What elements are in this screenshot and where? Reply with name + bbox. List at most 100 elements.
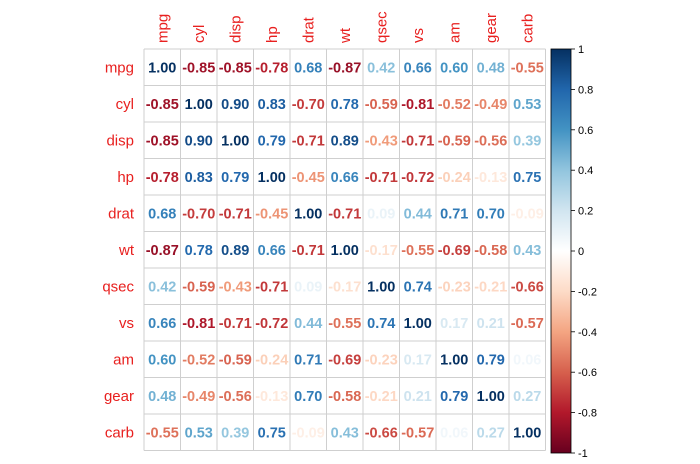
cell-disp-carb: 0.39 xyxy=(513,133,541,149)
column-label-qsec: qsec xyxy=(373,11,390,43)
column-label-wt: wt xyxy=(337,27,354,44)
cell-gear-wt: -0.58 xyxy=(328,389,361,405)
cell-hp-hp: 1.00 xyxy=(258,170,286,186)
cell-cyl-vs: -0.81 xyxy=(401,97,434,113)
cell-hp-carb: 0.75 xyxy=(513,170,541,186)
cell-mpg-am: 0.60 xyxy=(440,60,468,76)
cell-qsec-mpg: 0.42 xyxy=(148,279,176,295)
cell-hp-vs: -0.72 xyxy=(401,170,434,186)
cell-wt-vs: -0.55 xyxy=(401,243,434,259)
row-label-mpg: mpg xyxy=(105,59,134,76)
row-label-hp: hp xyxy=(117,169,134,186)
cell-wt-qsec: -0.17 xyxy=(365,243,398,259)
cell-gear-gear: 1.00 xyxy=(477,389,505,405)
cell-vs-mpg: 0.66 xyxy=(148,316,176,332)
cell-gear-qsec: -0.21 xyxy=(365,389,398,405)
cell-qsec-gear: -0.21 xyxy=(474,279,507,295)
cell-cyl-carb: 0.53 xyxy=(513,97,541,113)
cell-hp-qsec: -0.71 xyxy=(365,170,398,186)
cell-gear-mpg: 0.48 xyxy=(148,389,176,405)
cell-disp-gear: -0.56 xyxy=(474,133,507,149)
cell-cyl-am: -0.52 xyxy=(438,97,471,113)
cell-hp-cyl: 0.83 xyxy=(185,170,213,186)
cell-gear-disp: -0.56 xyxy=(219,389,252,405)
cell-wt-gear: -0.58 xyxy=(474,243,507,259)
cell-drat-gear: 0.70 xyxy=(477,206,505,222)
cell-am-am: 1.00 xyxy=(440,352,468,368)
color-legend: 1 0.8 0.6 0.4 0.2 0 -0.2 -0.4 -0.6 -0.8 -1 xyxy=(550,44,597,460)
cell-cyl-mpg: -0.85 xyxy=(146,97,179,113)
cell-disp-vs: -0.71 xyxy=(401,133,434,149)
cell-mpg-cyl: -0.85 xyxy=(182,60,215,76)
cell-qsec-wt: -0.17 xyxy=(328,279,361,295)
cell-am-carb: 0.06 xyxy=(513,352,541,368)
legend-tick-label: -0.4 xyxy=(578,327,597,339)
cell-qsec-vs: 0.74 xyxy=(404,279,432,295)
cell-wt-am: -0.69 xyxy=(438,243,471,259)
cell-am-gear: 0.79 xyxy=(477,352,505,368)
cell-drat-mpg: 0.68 xyxy=(148,206,176,222)
cell-mpg-gear: 0.48 xyxy=(477,60,505,76)
cell-disp-drat: -0.71 xyxy=(292,133,325,149)
cell-carb-drat: -0.09 xyxy=(292,425,325,441)
cell-mpg-wt: -0.87 xyxy=(328,60,361,76)
cell-carb-wt: 0.43 xyxy=(331,425,359,441)
cell-wt-disp: 0.89 xyxy=(221,243,249,259)
cell-drat-wt: -0.71 xyxy=(328,206,361,222)
cell-mpg-disp: -0.85 xyxy=(219,60,252,76)
cell-mpg-qsec: 0.42 xyxy=(367,60,395,76)
cell-drat-hp: -0.45 xyxy=(255,206,288,222)
legend-tick-label: -0.2 xyxy=(578,286,597,298)
cell-carb-am: 0.06 xyxy=(440,425,468,441)
legend-tick-label: 0.8 xyxy=(578,84,593,96)
cell-disp-cyl: 0.90 xyxy=(185,133,213,149)
row-label-carb: carb xyxy=(105,424,134,441)
cell-drat-vs: 0.44 xyxy=(404,206,432,222)
cell-qsec-hp: -0.71 xyxy=(255,279,288,295)
legend-tick-label: -0.6 xyxy=(578,367,597,379)
row-label-cyl: cyl xyxy=(116,96,134,113)
row-label-vs: vs xyxy=(119,315,134,332)
cell-drat-carb: -0.09 xyxy=(511,206,544,222)
column-label-gear: gear xyxy=(483,13,500,43)
row-label-gear: gear xyxy=(104,388,134,405)
cell-wt-wt: 1.00 xyxy=(331,243,359,259)
column-label-mpg: mpg xyxy=(154,14,171,43)
legend-tick-label: 1 xyxy=(578,44,584,56)
cell-carb-mpg: -0.55 xyxy=(146,425,179,441)
cell-am-disp: -0.59 xyxy=(219,352,252,368)
cell-qsec-drat: 0.09 xyxy=(294,279,322,295)
legend-colorbar xyxy=(550,48,572,454)
cell-cyl-cyl: 1.00 xyxy=(185,97,213,113)
cell-wt-cyl: 0.78 xyxy=(185,243,213,259)
cell-wt-mpg: -0.87 xyxy=(146,243,179,259)
cell-disp-mpg: -0.85 xyxy=(146,133,179,149)
cell-gear-am: 0.79 xyxy=(440,389,468,405)
row-label-disp: disp xyxy=(106,132,134,149)
grid-lines xyxy=(143,48,546,451)
cell-qsec-carb: -0.66 xyxy=(511,279,544,295)
cell-wt-drat: -0.71 xyxy=(292,243,325,259)
legend-tick-label: 0 xyxy=(578,246,584,258)
row-label-am: am xyxy=(113,351,134,368)
cell-drat-am: 0.71 xyxy=(440,206,468,222)
cell-wt-carb: 0.43 xyxy=(513,243,541,259)
cell-am-vs: 0.17 xyxy=(404,352,432,368)
cell-mpg-drat: 0.68 xyxy=(294,60,322,76)
legend-tick-label: -1 xyxy=(578,448,588,460)
legend-tick-label: 0.6 xyxy=(578,125,593,137)
cell-carb-disp: 0.39 xyxy=(221,425,249,441)
cell-hp-am: -0.24 xyxy=(438,170,471,186)
cell-disp-wt: 0.89 xyxy=(331,133,359,149)
cell-vs-cyl: -0.81 xyxy=(182,316,215,332)
cell-cyl-qsec: -0.59 xyxy=(365,97,398,113)
cell-vs-am: 0.17 xyxy=(440,316,468,332)
cell-am-wt: -0.69 xyxy=(328,352,361,368)
cell-carb-qsec: -0.66 xyxy=(365,425,398,441)
cell-disp-qsec: -0.43 xyxy=(365,133,398,149)
cell-carb-hp: 0.75 xyxy=(258,425,286,441)
cell-cyl-hp: 0.83 xyxy=(258,97,286,113)
cell-mpg-carb: -0.55 xyxy=(511,60,544,76)
cell-wt-hp: 0.66 xyxy=(258,243,286,259)
cell-mpg-hp: -0.78 xyxy=(255,60,288,76)
